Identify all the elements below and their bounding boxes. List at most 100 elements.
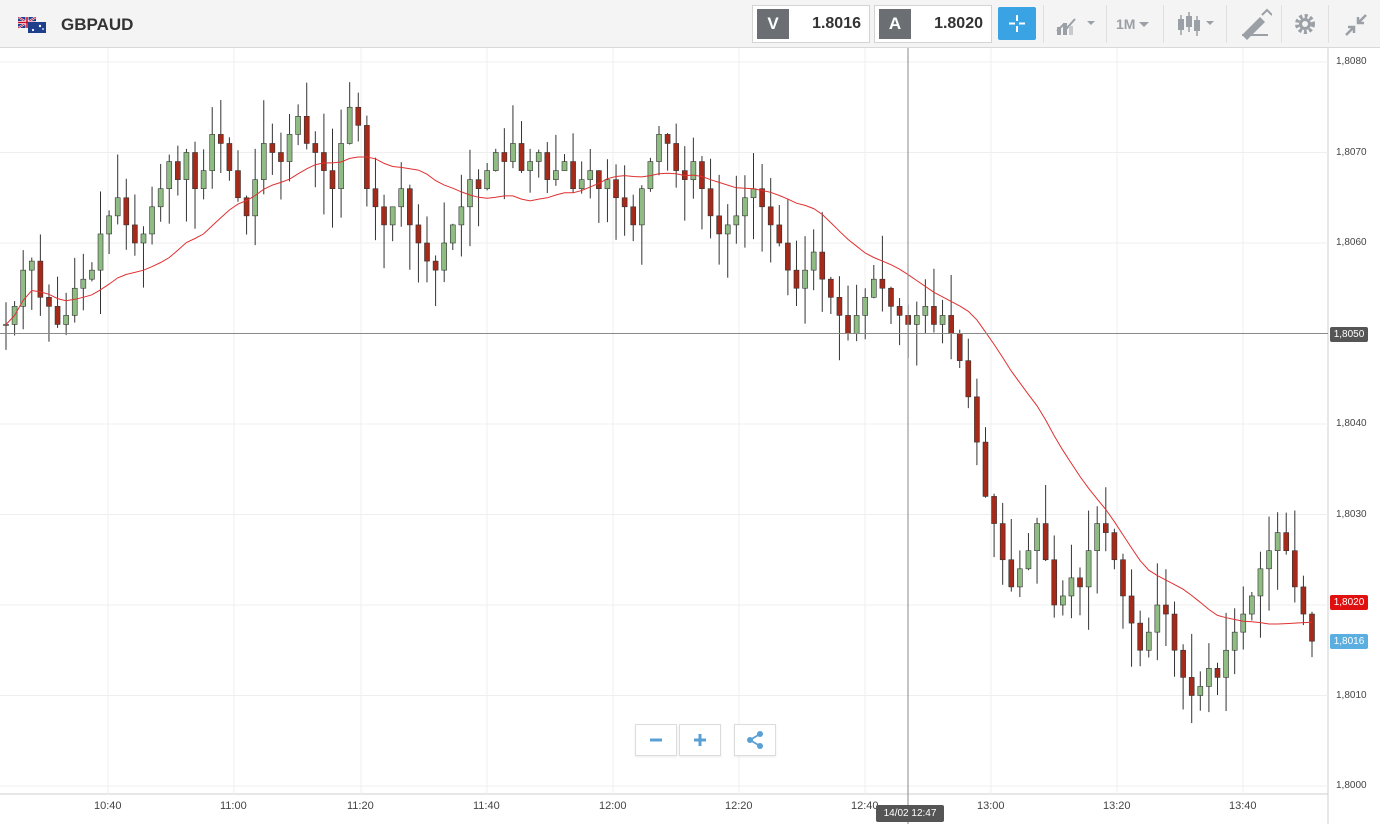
x-tick-label: 13:00 — [977, 800, 1005, 812]
candle-down — [329, 170, 336, 189]
candle-up — [724, 224, 731, 235]
y-tick-label: 1,8080 — [1336, 56, 1367, 67]
compare-chart-icon — [1056, 18, 1095, 35]
candle-down — [1180, 649, 1186, 678]
x-tick-label: 11:00 — [220, 800, 247, 812]
candle-up — [346, 106, 353, 144]
candle-down — [931, 306, 937, 325]
settings-button[interactable] — [1290, 7, 1320, 41]
bid-price-box[interactable]: V 1.8016 — [752, 5, 870, 43]
candle-up — [535, 152, 542, 162]
ask-price-box[interactable]: A 1.8020 — [874, 5, 992, 43]
zoom-out-button[interactable] — [635, 724, 677, 756]
candle-down — [621, 197, 628, 208]
candle-down — [312, 143, 319, 153]
candle-down — [776, 224, 783, 244]
candle-up — [1274, 532, 1281, 552]
candle-down — [37, 260, 44, 298]
candle-up — [441, 242, 447, 271]
candle-down — [956, 333, 963, 361]
crosshair-button[interactable] — [998, 7, 1036, 40]
candle-down — [544, 152, 551, 180]
candle-up — [750, 188, 757, 199]
instrument-symbol: GBPAUD — [61, 15, 134, 34]
gbp-aud-flag-icon — [18, 17, 46, 33]
candle-up — [1231, 631, 1238, 651]
candle-down — [424, 242, 430, 262]
share-button[interactable] — [734, 724, 776, 756]
candle-down — [699, 161, 705, 190]
toolbar-divider — [1163, 5, 1164, 43]
collapse-button[interactable] — [1340, 7, 1372, 41]
share-icon — [747, 731, 763, 749]
candle-down — [269, 143, 276, 153]
candle-up — [802, 269, 808, 289]
candle-up — [20, 269, 26, 307]
candle-down — [1008, 559, 1015, 588]
chart-type-button[interactable] — [1174, 7, 1220, 41]
candle-up — [157, 188, 164, 208]
chart-toolbar: GBPAUD V 1.8016 A 1.8020 1M — [0, 0, 1380, 48]
candle-down — [132, 224, 138, 244]
candle-up — [587, 170, 594, 180]
plus-icon — [694, 734, 706, 746]
candle-down — [1051, 559, 1058, 606]
zoom-in-button[interactable] — [679, 724, 721, 756]
candle-down — [613, 179, 619, 199]
candle-up — [1266, 550, 1272, 570]
candle-up — [97, 233, 104, 271]
candle-up — [604, 179, 611, 189]
y-tick-label: 1,8040 — [1336, 418, 1367, 429]
candle-up — [1025, 550, 1032, 570]
plot-area — [0, 48, 1328, 794]
drawing-tools-button[interactable] — [1238, 7, 1273, 41]
candle-down — [879, 278, 886, 289]
candle-down — [785, 242, 791, 271]
candle-down — [218, 134, 224, 144]
timeframe-button[interactable]: 1M — [1116, 7, 1156, 41]
candle-down — [123, 197, 130, 226]
moving-average-line — [5, 156, 1313, 625]
candle-up — [295, 116, 301, 135]
candle-up — [578, 179, 585, 189]
compare-button[interactable] — [1053, 7, 1099, 41]
candle-down — [1214, 668, 1221, 678]
candle-down — [888, 287, 894, 307]
y-tick-label: 1,8030 — [1336, 508, 1367, 520]
candle-down — [235, 170, 241, 199]
toolbar-divider — [1106, 5, 1107, 43]
candle-down — [965, 360, 972, 398]
candle-up — [1197, 686, 1204, 696]
toolbar-divider — [1281, 5, 1282, 43]
candle-up — [1249, 595, 1255, 615]
candle-down — [664, 134, 671, 144]
gear-icon — [1295, 14, 1315, 34]
candle-down — [1042, 523, 1049, 561]
candle-up — [510, 143, 516, 162]
toolbar-divider — [1226, 5, 1227, 43]
ask-price-label: 1,8020 — [1330, 595, 1368, 610]
candle-up — [656, 134, 662, 162]
candle-down — [407, 188, 413, 226]
candle-up — [690, 161, 697, 180]
candle-up — [913, 315, 920, 325]
candle-up — [449, 224, 456, 244]
candle-up — [484, 170, 490, 189]
candle-down — [819, 251, 826, 280]
y-tick-label: 1,8010 — [1336, 689, 1367, 701]
candle-up — [3, 324, 9, 326]
candle-up — [398, 188, 405, 208]
price-chart[interactable] — [0, 48, 1380, 824]
crosshair-price-label: 1,8050 — [1330, 327, 1368, 342]
candle-up — [733, 215, 740, 226]
candle-up — [63, 315, 69, 325]
y-tick-label: 1,8000 — [1336, 780, 1367, 791]
candle-down — [355, 106, 362, 126]
candle-down — [948, 315, 954, 334]
candle-up — [871, 278, 877, 298]
candle-down — [475, 179, 482, 189]
candle-up — [1154, 604, 1161, 633]
candle-up — [140, 233, 147, 244]
x-tick-label: 12:40 — [851, 800, 879, 812]
candle-up — [1085, 550, 1092, 588]
